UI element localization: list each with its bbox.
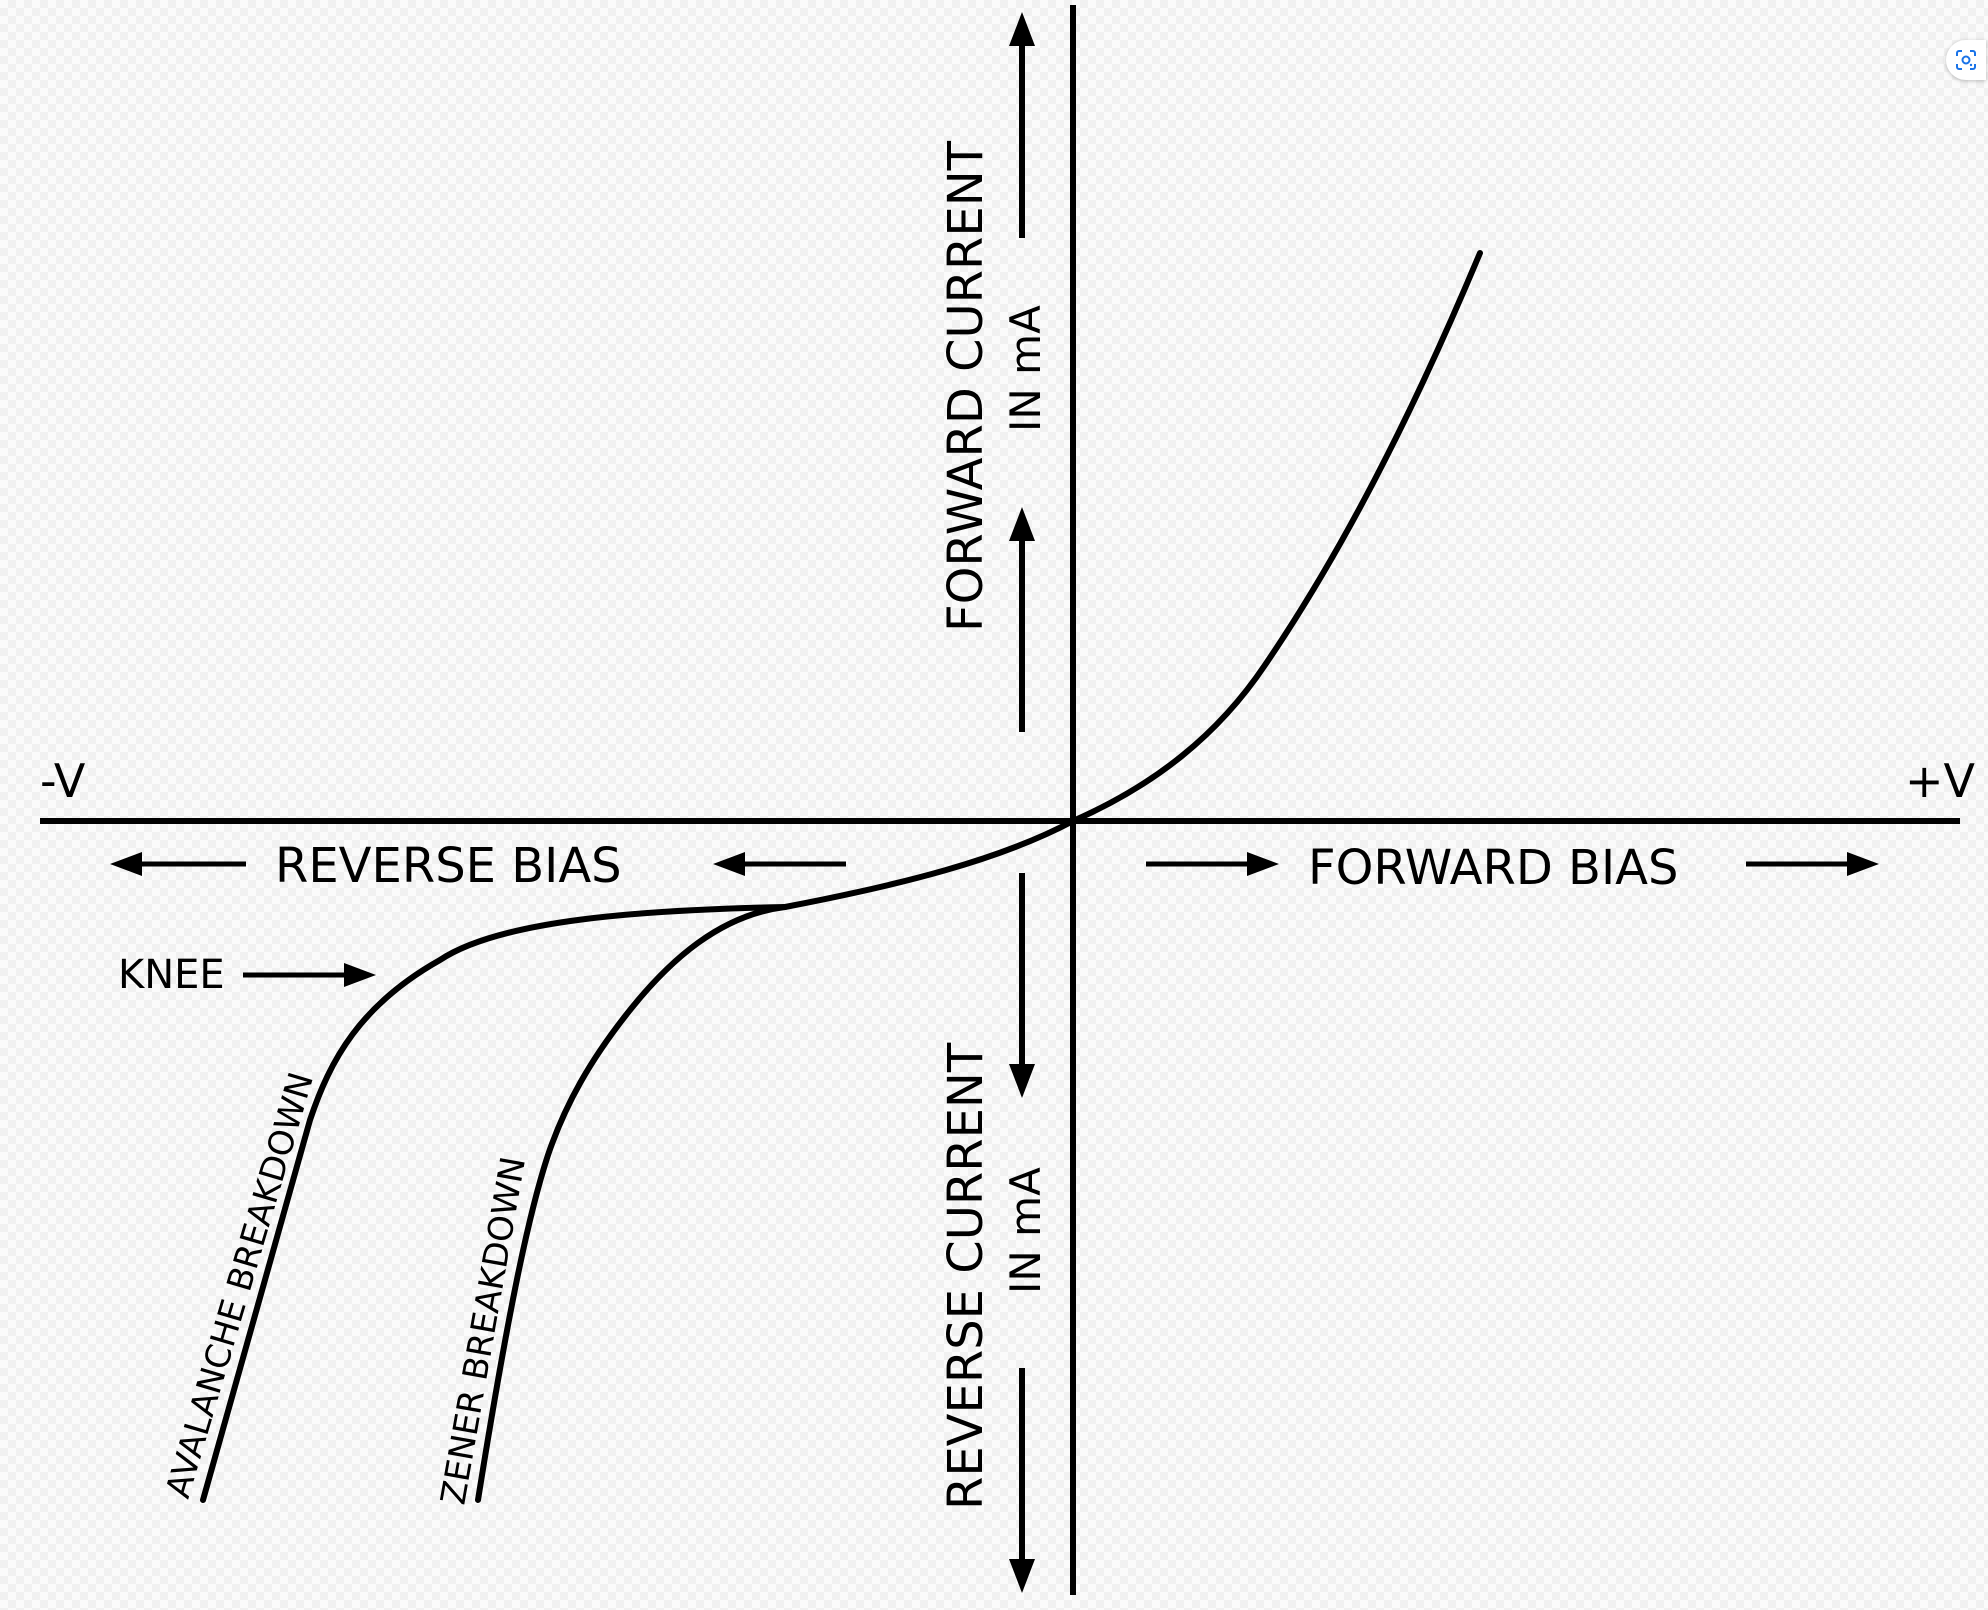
google-lens-icon [1956,50,1976,70]
reverse-current-label: REVERSE CURRENT [938,1042,994,1510]
forward-bias-curve [1070,250,1483,824]
avalanche-breakdown-curve [200,904,788,1503]
reverse-current-arrow-lower [1009,1368,1035,1593]
reverse-current-arrow-upper [1009,873,1035,1098]
knee-arrow [243,963,376,987]
reverse-leakage-curve [782,818,1076,910]
neg-v-label: -V [40,754,86,808]
forward-bias-arrow-left [1146,852,1279,876]
forward-bias-arrow-right [1746,852,1879,876]
reverse-bias-label: REVERSE BIAS [275,838,622,894]
forward-current-label: FORWARD CURRENT [938,140,994,632]
forward-bias-label: FORWARD BIAS [1308,840,1678,896]
reverse-current-unit-label: IN mA [1001,1167,1050,1294]
zener-breakdown-curve [475,904,788,1503]
avalanche-breakdown-label: AVALANCHE BREAKDOWN [158,1068,322,1503]
forward-current-arrow-top [1009,12,1035,238]
pos-v-label: +V [1905,754,1976,808]
reverse-bias-arrow-left [110,852,246,876]
knee-label: KNEE [118,952,225,998]
forward-current-unit-label: IN mA [1001,305,1050,432]
reverse-bias-arrow-right [713,852,846,876]
google-lens-button[interactable] [1946,40,1986,80]
forward-current-arrow-middle [1009,507,1035,732]
